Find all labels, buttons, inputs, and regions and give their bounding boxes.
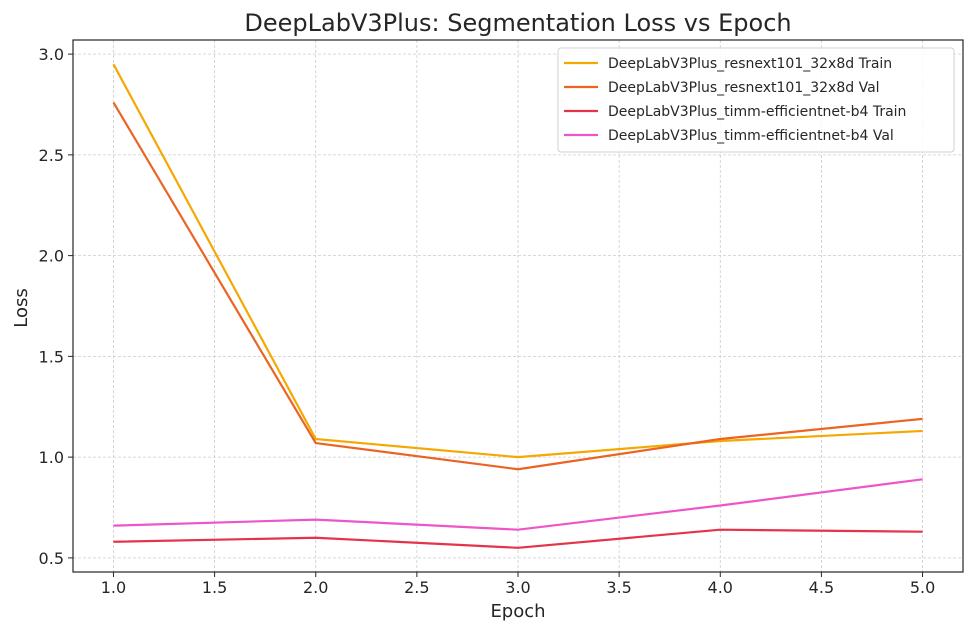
series-line-1 [112,63,923,459]
grid-lines [73,40,963,572]
x-tick-label: 4.5 [809,578,834,597]
y-tick-label: 2.5 [39,146,64,165]
series-line-4 [113,478,923,531]
y-tick-label: 1.0 [39,448,64,467]
legend-entry: DeepLabV3Plus_timm-efficientnet-b4 Val [608,128,894,144]
x-tick-label: 2.0 [303,578,328,597]
x-axis-label: Epoch [490,601,545,622]
y-axis-label: Loss [11,288,32,327]
y-tick-label: 0.5 [39,549,64,568]
y-axis-ticks: 0.5 1.0 1.5 2.0 2.5 3.0 [39,45,73,568]
legend: DeepLabV3Plus_resnext101_32x8d Train Deep… [557,47,955,153]
x-tick-label: 4.0 [708,578,733,597]
y-tick-label: 2.0 [39,247,64,266]
x-tick-label: 3.5 [606,578,631,597]
x-tick-label: 1.0 [101,578,126,597]
x-tick-label: 5.0 [910,578,935,597]
series-lines [112,63,923,549]
legend-entry: DeepLabV3Plus_timm-efficientnet-b4 Train [608,104,906,120]
x-tick-label: 3.0 [505,578,530,597]
y-tick-label: 3.0 [39,45,64,64]
series-line-3 [113,528,923,549]
chart-title: DeepLabV3Plus: Segmentation Loss vs Epoc… [244,9,791,37]
legend-entry: DeepLabV3Plus_resnext101_32x8d Val [608,80,880,96]
y-tick-label: 1.5 [39,347,64,366]
legend-entry: DeepLabV3Plus_resnext101_32x8d Train [608,56,892,72]
legend-box [557,47,955,153]
series-line-2 [112,101,923,471]
x-tick-label: 2.5 [404,578,429,597]
x-tick-label: 1.5 [202,578,227,597]
x-axis-ticks: 1.0 1.5 2.0 2.5 3.0 3.5 4.0 4.5 5.0 [101,572,935,597]
